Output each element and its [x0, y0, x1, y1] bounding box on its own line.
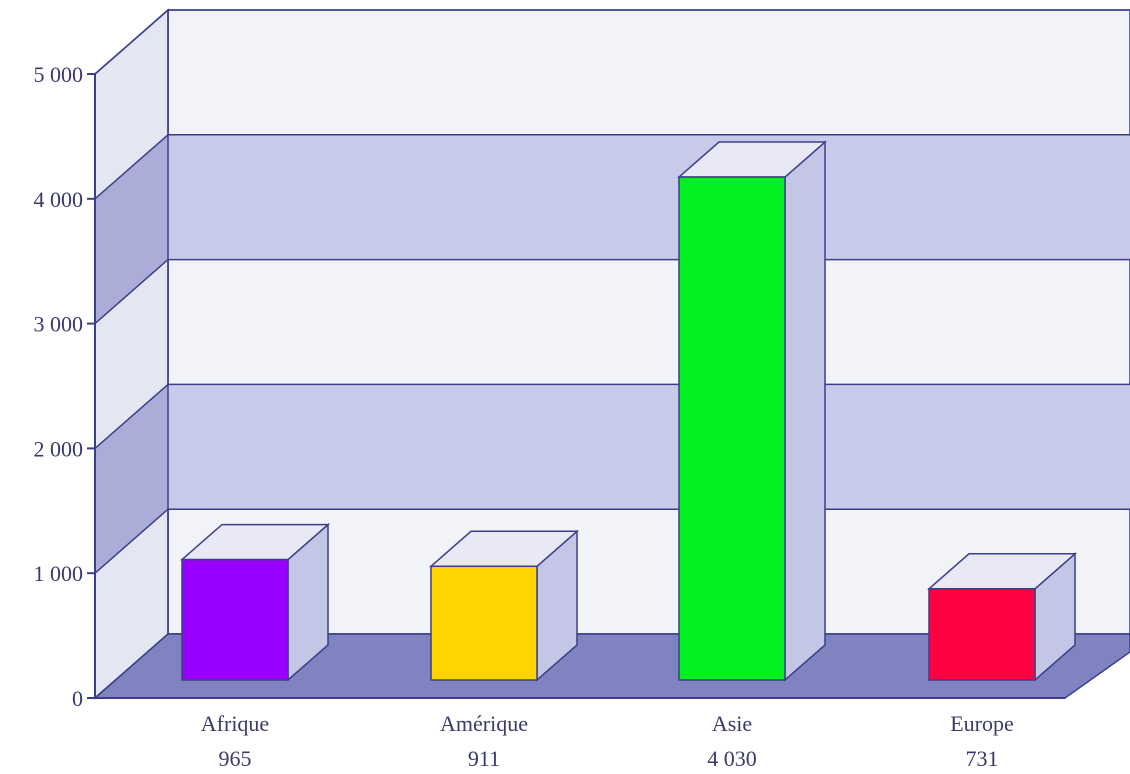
category-label: Afrique [201, 711, 269, 736]
bar-front [430, 565, 538, 681]
bar-side [784, 140, 826, 682]
grid-line-side [94, 9, 169, 75]
grid-band-side [95, 384, 168, 574]
y-tick-label: 5 000 [34, 62, 84, 87]
grid-line-side [94, 259, 169, 325]
y-tick-label: 0 [72, 686, 83, 711]
y-tick-label: 2 000 [34, 436, 84, 461]
grid-band-side [95, 134, 168, 324]
y-tick-label: 4 000 [34, 187, 84, 212]
grid-line-side [94, 134, 169, 200]
grid-line-side [94, 508, 169, 574]
bar [927, 552, 1077, 682]
grid-bands [94, 9, 1130, 699]
bar-front [928, 588, 1036, 681]
grid-band [168, 384, 1130, 510]
y-axis: 0 1 000 2 000 3 000 4 000 5 000 [34, 62, 1065, 711]
y-tick-label: 3 000 [34, 312, 84, 337]
bar [429, 529, 579, 682]
bar-front [181, 558, 289, 681]
bars [180, 140, 1077, 682]
category-label: Asie [712, 711, 752, 736]
value-label: 4 030 [707, 746, 757, 771]
bar-front [678, 176, 786, 681]
y-tick-label: 1 000 [34, 561, 84, 586]
side-wall [94, 8, 169, 700]
category-label: Amérique [440, 711, 528, 736]
grid-line-side [94, 383, 169, 449]
grid-band [168, 134, 1130, 260]
bar [180, 522, 330, 682]
bar [677, 140, 827, 682]
value-label: 731 [966, 746, 999, 771]
value-label: 965 [219, 746, 252, 771]
category-label: Europe [950, 711, 1014, 736]
value-label: 911 [468, 746, 500, 771]
category-labels: Afrique 965 Amérique 911 Asie 4 030 Europe 731 [201, 711, 1014, 771]
